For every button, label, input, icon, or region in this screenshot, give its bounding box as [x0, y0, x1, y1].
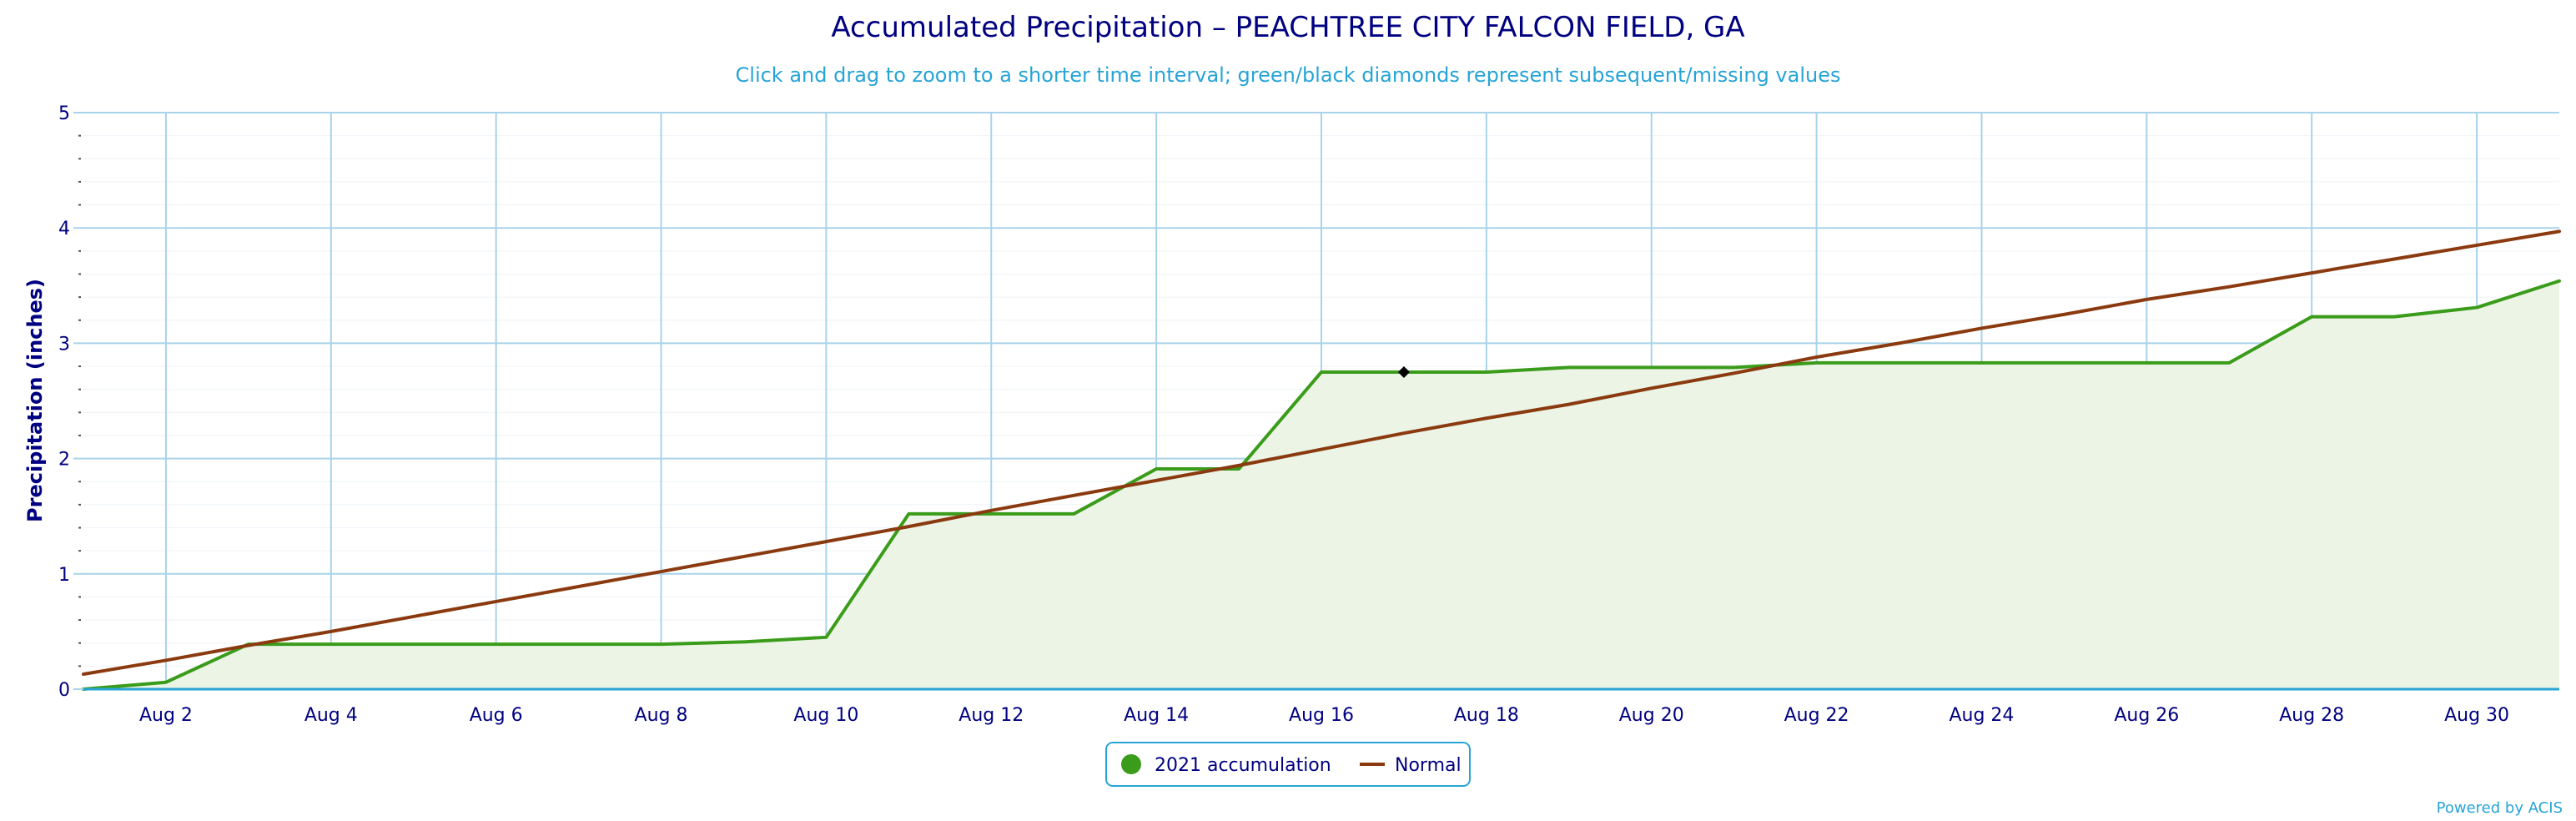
x-tick-label: Aug 6: [470, 705, 523, 726]
x-tick-label: Aug 30: [2444, 705, 2509, 726]
legend-item-2021-accumulation[interactable]: 2021 accumulation: [1121, 754, 1331, 776]
missing-value-diamond[interactable]: [1397, 365, 1410, 378]
legend-box: [1105, 742, 1471, 787]
y-axis-title: Precipitation (inches): [23, 279, 47, 522]
accumulation-2021-line[interactable]: [82, 279, 2561, 691]
accumulation-fill: [83, 280, 2559, 689]
y-tick-label: 0: [58, 680, 70, 701]
powered-by-credit[interactable]: Powered by ACIS: [2437, 799, 2563, 817]
x-tick-label: Aug 20: [1619, 705, 1684, 726]
normal-line[interactable]: [82, 229, 2561, 677]
y-tick-label: 2: [58, 450, 70, 471]
y-tick-label: 1: [58, 565, 70, 586]
x-tick-label: Aug 2: [139, 705, 193, 726]
x-tick-label: Aug 28: [2279, 705, 2344, 726]
x-tick-label: Aug 22: [1784, 705, 1849, 726]
x-tick-label: Aug 18: [1454, 705, 1519, 726]
y-tick-label: 4: [58, 219, 70, 239]
y-tick-label: 5: [58, 103, 70, 124]
x-tick-label: Aug 24: [1949, 705, 2014, 726]
x-tick-label: Aug 4: [304, 705, 358, 726]
legend-item-normal[interactable]: Normal: [1360, 755, 1462, 776]
x-tick-label: Aug 12: [958, 705, 1024, 726]
legend-symbol-green-circle: [1121, 754, 1141, 774]
x-tick-label: Aug 8: [635, 705, 688, 726]
chart-title: Accumulated Precipitation – PEACHTREE CI…: [831, 11, 1744, 44]
legend-label: 2021 accumulation: [1155, 755, 1331, 776]
y-tick-label: 3: [58, 334, 70, 355]
x-tick-label: Aug 26: [2114, 705, 2179, 726]
missing-value-markers: [1397, 365, 1410, 378]
axes: 0 1 2 3 4 5 Aug 2 Aug 4 Aug 6 Aug 8 Aug 10 Aug 12 Au…: [58, 103, 2559, 726]
chart-subtitle: Click and drag to zoom to a shorter time…: [736, 63, 1841, 87]
series-lines: [82, 229, 2561, 691]
x-tick-label: Aug 16: [1289, 705, 1354, 726]
x-tick-label: Aug 10: [793, 705, 858, 726]
accumulation-area: [83, 280, 2559, 689]
legend[interactable]: 2021 accumulation Normal: [1105, 742, 1471, 787]
x-tick-label: Aug 14: [1124, 705, 1189, 726]
legend-label: Normal: [1395, 755, 1462, 776]
